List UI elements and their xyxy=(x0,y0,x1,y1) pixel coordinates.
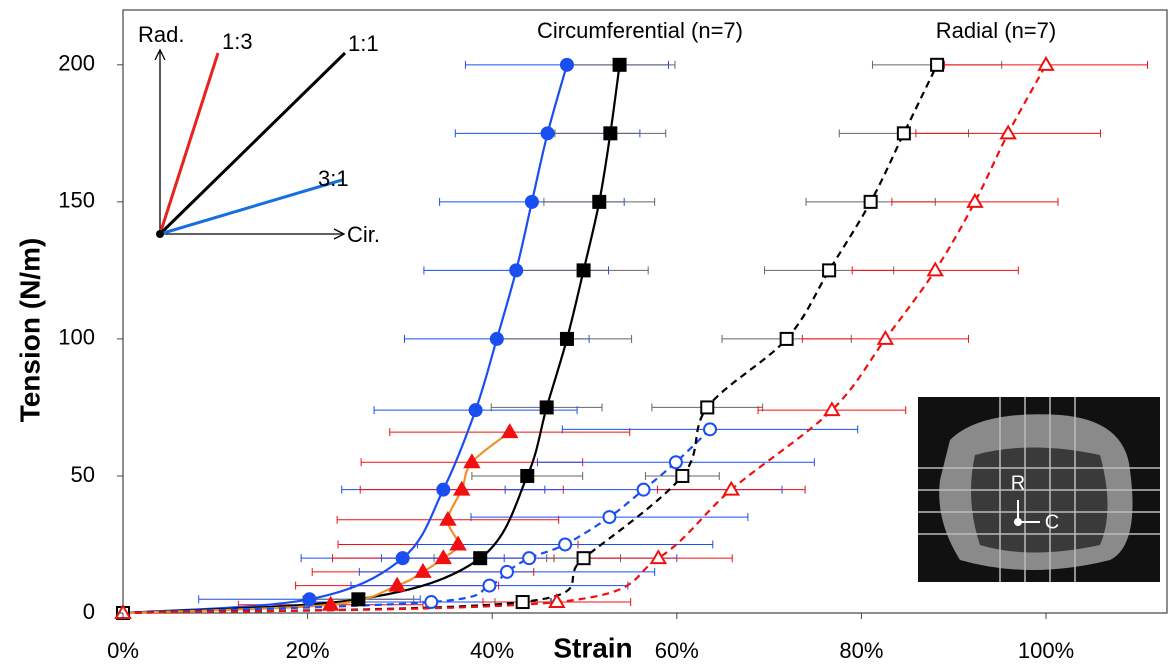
marker xyxy=(424,595,439,610)
marker xyxy=(700,400,715,415)
marker xyxy=(388,576,406,592)
marker xyxy=(302,592,317,607)
arrow-head xyxy=(154,48,166,61)
marker xyxy=(439,510,457,526)
marker xyxy=(468,403,483,418)
marker xyxy=(612,57,627,72)
arrow-head xyxy=(333,228,346,240)
y-tick-label: 100 xyxy=(58,325,95,350)
marker xyxy=(703,422,718,437)
schematic: Rad. Cir. 1:3 1:1 3:1 xyxy=(138,22,380,247)
marker xyxy=(453,480,471,496)
marker xyxy=(540,126,555,141)
marker xyxy=(500,423,519,439)
schematic-label: Cir. xyxy=(347,222,380,247)
schematic-label: Rad. xyxy=(138,22,184,47)
marker xyxy=(434,549,453,565)
marker xyxy=(499,564,514,579)
inset-label: C xyxy=(1045,511,1059,533)
marker xyxy=(515,595,530,610)
y-tick-label: 150 xyxy=(58,188,95,213)
hooks xyxy=(918,397,1160,582)
marker xyxy=(779,331,794,346)
marker xyxy=(321,595,340,611)
series-line xyxy=(122,428,711,615)
series-line xyxy=(122,64,939,615)
origin-dot xyxy=(156,230,164,238)
marker xyxy=(559,57,574,72)
y-axis-label: Tension (N/m) xyxy=(14,238,45,423)
schematic-label: 1:3 xyxy=(222,29,253,54)
marker xyxy=(473,551,488,566)
marker xyxy=(636,482,651,497)
x-tick-label: 40% xyxy=(470,638,514,663)
annotation: Radial (n=7) xyxy=(936,18,1056,43)
x-axis-label: Strain xyxy=(553,632,632,663)
marker xyxy=(548,593,566,609)
marker xyxy=(675,468,690,483)
tissue-center xyxy=(971,447,1108,553)
marker xyxy=(414,562,432,578)
marker xyxy=(649,549,668,565)
y-tick-label: 50 xyxy=(71,462,95,487)
marker xyxy=(522,551,537,566)
marker xyxy=(930,57,945,72)
plot-frame xyxy=(122,9,1168,614)
marker xyxy=(823,401,841,417)
y-tick-label: 0 xyxy=(83,599,95,624)
marker xyxy=(999,124,1017,140)
x-tick-label: 20% xyxy=(286,638,330,663)
marker xyxy=(482,578,497,593)
marker xyxy=(592,194,607,209)
marker xyxy=(509,263,524,278)
marker xyxy=(520,468,535,483)
annotation: Circumferential (n=7) xyxy=(537,18,743,43)
marker xyxy=(436,482,451,497)
marker xyxy=(1037,55,1055,71)
y-tick-label: 200 xyxy=(58,51,95,76)
inset-label: R xyxy=(1011,472,1025,494)
marker xyxy=(449,535,467,551)
marker xyxy=(926,261,944,277)
marker xyxy=(722,480,741,496)
x-tick-label: 100% xyxy=(1018,638,1074,663)
marker xyxy=(822,263,837,278)
marker xyxy=(351,592,366,607)
schematic-label: 3:1 xyxy=(318,166,349,191)
marker xyxy=(876,329,895,345)
marker xyxy=(668,455,683,470)
marker xyxy=(559,331,574,346)
marker xyxy=(558,537,573,552)
marker xyxy=(524,194,539,209)
schematic-line xyxy=(158,52,220,235)
inset-photo: R C xyxy=(918,397,1160,582)
marker xyxy=(966,192,984,208)
marker xyxy=(576,551,591,566)
marker xyxy=(602,510,617,525)
marker xyxy=(489,331,504,346)
marker xyxy=(463,453,481,469)
marker xyxy=(603,126,618,141)
schematic-label: 1:1 xyxy=(348,31,379,56)
x-tick-label: 0% xyxy=(107,638,139,663)
x-tick-label: 80% xyxy=(839,638,883,663)
marker xyxy=(395,551,410,566)
marker xyxy=(539,400,554,415)
marker xyxy=(576,263,591,278)
marker xyxy=(863,194,878,209)
schematic-line xyxy=(158,51,347,236)
series-line xyxy=(122,64,1047,615)
marker xyxy=(896,126,911,141)
x-tick-label: 60% xyxy=(655,638,699,663)
schematic-line xyxy=(159,178,343,236)
